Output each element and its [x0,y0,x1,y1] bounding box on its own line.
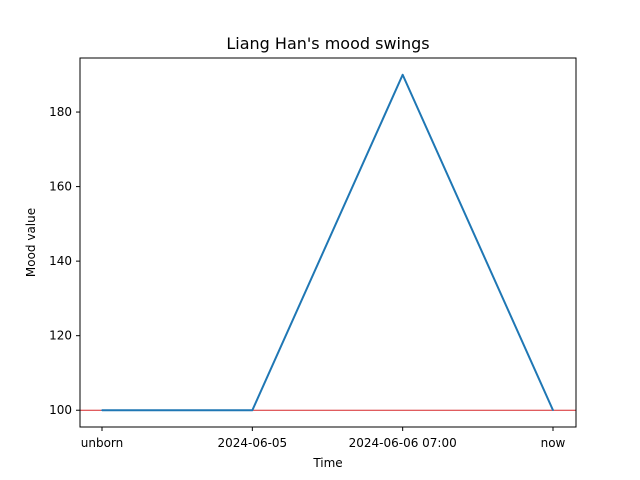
chart-title: Liang Han's mood swings [226,34,429,53]
x-tick-label: 2024-06-06 07:00 [349,436,457,450]
data-point-3 [552,409,554,412]
y-tick-label: 180 [49,105,72,119]
x-tick-label: 2024-06-05 [217,436,287,450]
y-tick-label: 160 [49,180,72,194]
plot-frame [79,57,577,428]
plot-area [80,73,576,412]
x-tick-label: now [541,436,566,450]
y-tick-label: 100 [49,403,72,417]
y-tick-label: 140 [49,254,72,268]
y-axis: 100 120 140 160 180 [49,105,80,417]
data-point-0 [101,409,103,412]
y-tick-label: 120 [49,329,72,343]
x-axis: unborn 2024-06-05 2024-06-06 07:00 now [81,427,566,450]
series-line-0 [102,73,554,412]
x-axis-label: Time [312,456,342,470]
y-axis-label: Mood value [24,208,38,277]
x-tick-label: unborn [81,436,124,450]
data-point-2 [401,73,404,76]
data-point-1 [251,409,254,412]
